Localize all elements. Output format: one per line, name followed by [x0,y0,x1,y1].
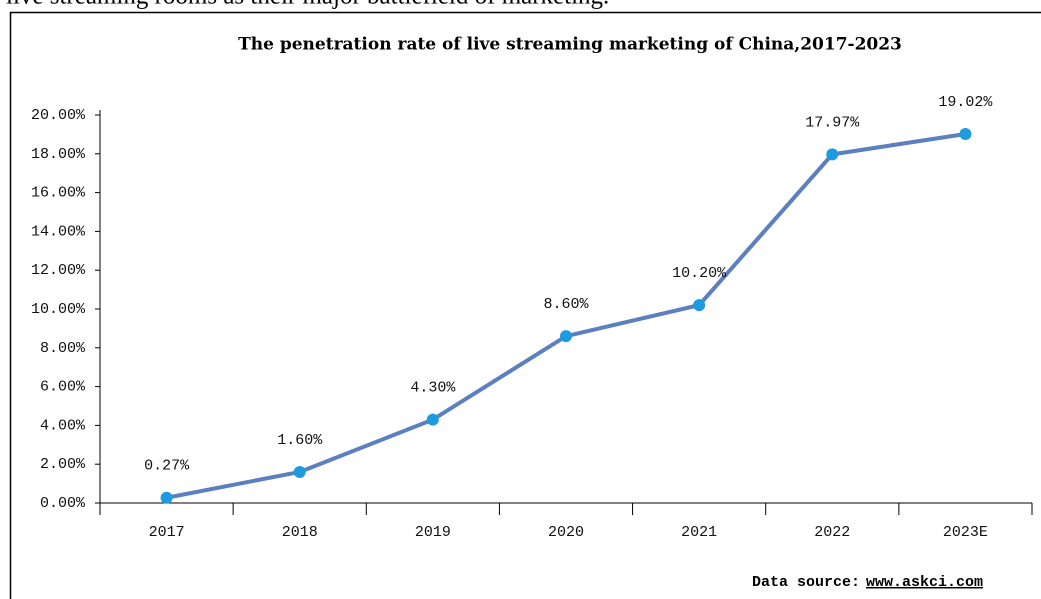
marker [293,465,306,478]
x-tick-label: 2019 [415,524,451,541]
marker [826,148,839,161]
marker [560,330,572,343]
x-tick-label: 2018 [282,524,318,541]
value-label: 10.20% [672,265,727,282]
y-tick-label: 16.00% [31,185,86,202]
y-tick-label: 8.00% [40,340,86,357]
y-tick-label: 20.00% [31,107,86,124]
y-tick-label: 0.00% [40,495,86,512]
source-label: Data source: [752,574,860,591]
y-tick-label: 6.00% [40,379,86,396]
x-tick-label: 2020 [548,524,584,541]
y-tick-label: 2.00% [40,456,86,473]
value-label: 0.27% [144,458,190,475]
frame [9,11,1041,599]
value-label: 4.30% [410,380,456,397]
y-tick-label: 18.00% [31,146,86,163]
y-tick-label: 4.00% [40,417,86,434]
y-tick-label: 14.00% [31,223,86,240]
marker [959,128,972,141]
chart-title: The penetration rate of live streaming m… [238,35,902,55]
x-tick-label: 2021 [681,524,717,541]
value-label: 17.97% [805,114,860,131]
marker [693,299,706,312]
x-tick-label: 2023E [943,524,988,541]
value-label: 8.60% [543,296,589,313]
source-link[interactable]: www.askci.com [866,574,983,591]
value-label: 19.02% [938,94,993,111]
caption-above: live streaming rooms as their major batt… [6,0,609,10]
x-tick-label: 2017 [149,524,185,541]
marker [160,491,173,504]
y-tick-label: 10.00% [31,301,86,318]
value-label: 1.60% [277,432,323,449]
marker [426,413,439,426]
y-tick-label: 12.00% [31,262,86,279]
x-tick-label: 2022 [814,524,850,541]
